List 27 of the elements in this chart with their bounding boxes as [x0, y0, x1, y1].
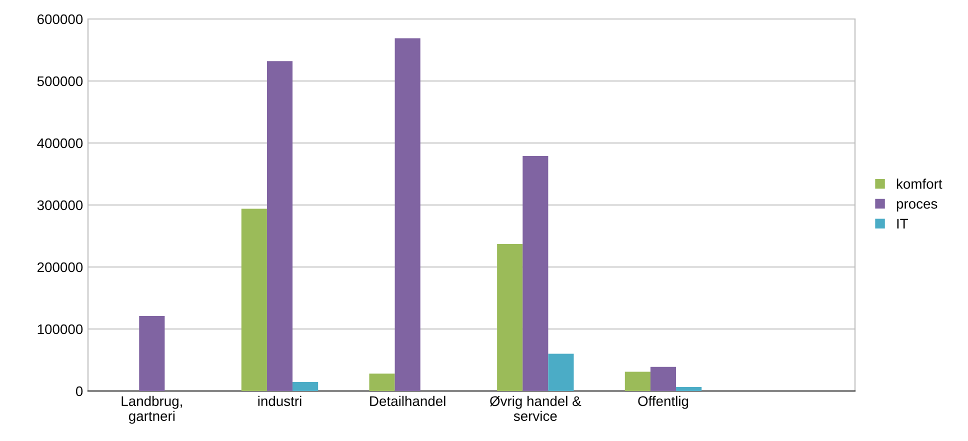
- y-tick-label: 400000: [37, 138, 83, 148]
- x-tick-label: industri: [258, 396, 302, 406]
- x-tick-label: Landbrug, gartneri: [122, 396, 182, 424]
- bar: [522, 156, 548, 391]
- y-tick-label: 500000: [37, 76, 83, 86]
- bar: [650, 366, 676, 391]
- y-tick-label: 200000: [37, 262, 83, 272]
- legend-label: komfort: [896, 178, 942, 189]
- y-tick-label: 600000: [38, 14, 83, 24]
- bar: [292, 382, 318, 391]
- bar: [676, 386, 702, 391]
- x-tick-label: Detailhandel: [370, 396, 446, 406]
- y-tick-label: 100000: [38, 324, 83, 334]
- bar: [266, 61, 293, 391]
- bar: [241, 208, 267, 391]
- bar: [497, 244, 523, 391]
- bar: [548, 354, 574, 391]
- x-tick-label: Offentlig: [638, 396, 688, 409]
- y-tick-label: 300000: [37, 200, 83, 210]
- bar: [394, 38, 420, 391]
- legend-label: proces: [896, 201, 938, 212]
- bar: [369, 374, 395, 391]
- bar: [139, 316, 165, 391]
- bar: [624, 372, 650, 391]
- legend-label: IT: [897, 218, 908, 228]
- x-tick-label: Øvrig handel & service: [490, 396, 582, 422]
- y-tick-label: 0: [76, 386, 83, 396]
